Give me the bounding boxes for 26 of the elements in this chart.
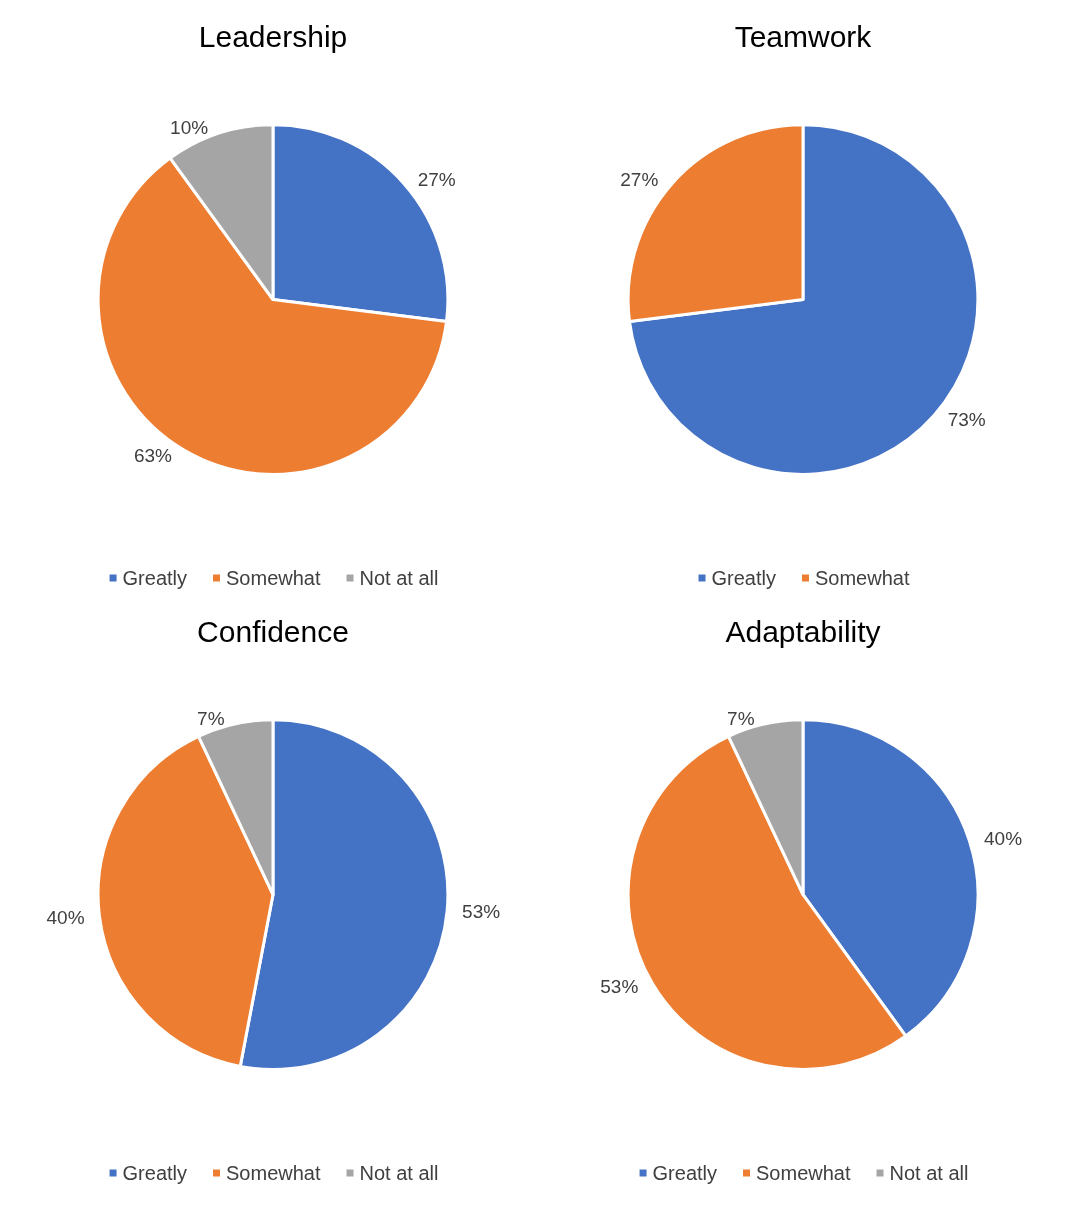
legend-label: Not at all	[889, 1162, 969, 1184]
legend-label: Somewhat	[226, 1162, 321, 1184]
legend-label: Somewhat	[756, 1162, 851, 1184]
legend-label: Greatly	[122, 567, 188, 589]
chart-title: Teamwork	[734, 19, 873, 53]
chart-title: Adaptability	[725, 614, 881, 648]
legend-label: Somewhat	[226, 567, 321, 589]
data-label: 10%	[170, 117, 209, 138]
data-label: 53%	[600, 976, 639, 998]
legend-label: Somewhat	[814, 567, 910, 589]
data-label: 7%	[727, 707, 755, 729]
data-label: 73%	[947, 408, 986, 430]
chart-title: Confidence	[197, 614, 349, 648]
data-label: 7%	[197, 707, 225, 729]
legend-label: Greatly	[652, 1162, 718, 1184]
data-label: 63%	[133, 444, 173, 466]
data-label: 40%	[984, 828, 1023, 850]
data-label: 53%	[462, 901, 501, 923]
legend-label: Greatly	[122, 1162, 188, 1184]
data-label: 40%	[46, 906, 85, 928]
data-label: 27%	[417, 169, 456, 191]
legend-label: Not at all	[359, 1162, 439, 1184]
legend-label: Greatly	[711, 567, 776, 589]
legend-label: Not at all	[359, 567, 439, 589]
data-label: 27%	[620, 169, 659, 191]
chart-title: Leadership	[198, 19, 348, 53]
